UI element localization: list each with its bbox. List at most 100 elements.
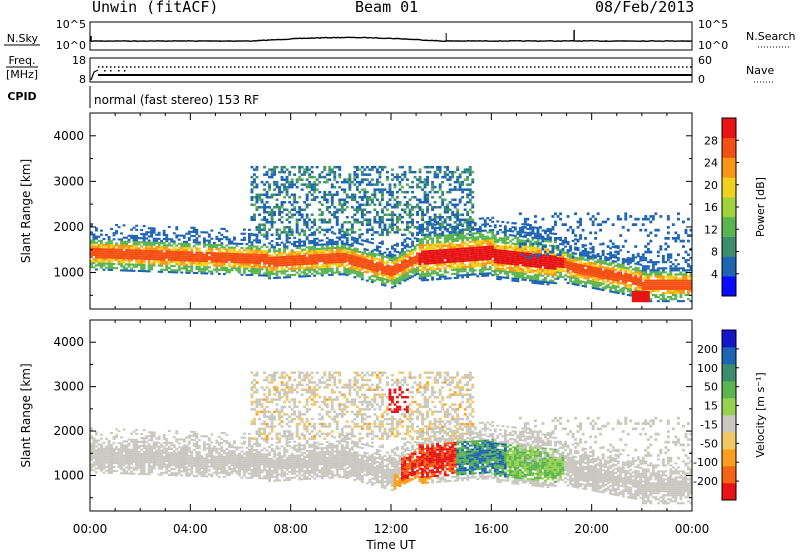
power-cell bbox=[175, 248, 179, 251]
power-cell bbox=[453, 268, 457, 271]
power-cell bbox=[458, 231, 462, 234]
power-cell bbox=[160, 264, 164, 267]
power-cell bbox=[458, 229, 462, 232]
power-cell bbox=[182, 253, 186, 256]
power-cell bbox=[310, 272, 314, 275]
power-cell bbox=[478, 242, 482, 245]
power-cell bbox=[348, 268, 352, 271]
power-cell bbox=[378, 254, 382, 257]
power-cell bbox=[601, 266, 605, 269]
power-cell bbox=[451, 254, 455, 257]
power-cell bbox=[305, 185, 309, 189]
power-cell bbox=[303, 201, 307, 204]
power-cell bbox=[396, 203, 399, 206]
power-cell bbox=[162, 254, 166, 257]
power-cell bbox=[303, 258, 307, 261]
power-cell bbox=[406, 223, 409, 226]
power-cell bbox=[511, 271, 515, 274]
power-cell bbox=[328, 228, 332, 231]
power-cell bbox=[180, 271, 184, 274]
power-cell bbox=[473, 236, 477, 239]
power-cell bbox=[436, 233, 439, 237]
power-cell bbox=[544, 250, 547, 254]
power-cell bbox=[386, 231, 389, 234]
power-cell bbox=[263, 235, 266, 238]
power-cell bbox=[498, 239, 502, 242]
power-cell bbox=[370, 228, 374, 231]
power-cell bbox=[275, 264, 279, 267]
power-cell bbox=[155, 246, 159, 249]
power-cell bbox=[391, 278, 394, 281]
power-cell bbox=[451, 248, 455, 251]
power-cell bbox=[448, 238, 452, 241]
power-cell bbox=[458, 262, 462, 265]
power-cell bbox=[529, 267, 532, 270]
power-cell bbox=[381, 208, 384, 211]
power-cell bbox=[248, 257, 251, 260]
power-cell bbox=[320, 218, 324, 221]
power-cell bbox=[403, 228, 407, 231]
power-cell bbox=[343, 190, 347, 194]
power-cell bbox=[125, 259, 128, 262]
power-cell bbox=[273, 193, 276, 196]
power-cell bbox=[518, 255, 522, 258]
power-cell bbox=[270, 223, 274, 226]
power-cell bbox=[571, 258, 575, 261]
power-cell bbox=[245, 255, 249, 258]
power-cell bbox=[318, 260, 322, 263]
power-cell bbox=[564, 266, 567, 269]
power-cell bbox=[295, 240, 299, 243]
power-cell bbox=[268, 168, 271, 171]
power-cell bbox=[581, 280, 585, 283]
power-cell bbox=[268, 250, 271, 253]
power-cell bbox=[258, 226, 261, 229]
power-cell bbox=[105, 248, 108, 251]
power-cell bbox=[358, 259, 362, 262]
power-cell bbox=[125, 267, 128, 270]
power-cell bbox=[661, 285, 665, 288]
power-cell bbox=[584, 264, 587, 267]
power-cell bbox=[348, 175, 352, 179]
power-cell bbox=[95, 247, 98, 250]
power-cell bbox=[273, 256, 276, 259]
power-cell bbox=[215, 266, 219, 269]
power-cell bbox=[488, 247, 492, 250]
power-cell bbox=[280, 256, 284, 259]
power-cell bbox=[456, 252, 460, 255]
power-cell bbox=[621, 262, 625, 265]
power-cell bbox=[463, 257, 467, 260]
power-cell bbox=[207, 239, 211, 242]
power-cell bbox=[288, 228, 292, 231]
power-cell bbox=[255, 270, 259, 273]
power-cell bbox=[278, 206, 281, 209]
power-cell bbox=[360, 211, 364, 214]
power-cell bbox=[546, 250, 550, 253]
power-cell bbox=[182, 257, 186, 260]
power-cell bbox=[461, 249, 465, 252]
power-cell bbox=[481, 217, 485, 220]
power-cell bbox=[403, 255, 407, 258]
power-cell bbox=[225, 252, 229, 255]
power-cell bbox=[363, 196, 367, 199]
power-cell bbox=[436, 278, 439, 281]
power-cell bbox=[300, 244, 304, 247]
power-cell bbox=[421, 201, 424, 204]
power-cell bbox=[488, 266, 492, 269]
power-cell bbox=[187, 236, 191, 239]
power-cell bbox=[343, 246, 347, 249]
power-cell bbox=[313, 183, 317, 186]
power-cell bbox=[310, 250, 314, 253]
power-cell bbox=[634, 217, 638, 221]
power-cell bbox=[386, 256, 389, 259]
power-cell bbox=[468, 201, 472, 204]
power-cell bbox=[579, 237, 582, 240]
power-cell bbox=[506, 266, 510, 269]
power-cell bbox=[293, 208, 297, 211]
power-cell bbox=[381, 168, 384, 171]
power-cell bbox=[265, 270, 269, 273]
power-cell bbox=[621, 266, 625, 269]
power-cell bbox=[210, 254, 214, 257]
power-cell bbox=[544, 276, 547, 279]
power-cell bbox=[556, 257, 560, 260]
power-cell bbox=[245, 251, 249, 254]
